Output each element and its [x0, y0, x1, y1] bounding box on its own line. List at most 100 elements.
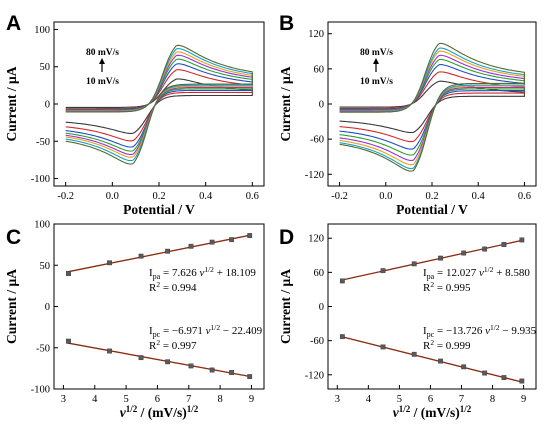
panel-C-point-Ipc: [66, 338, 71, 344]
panel-B-xlabel: Potential / V: [396, 202, 468, 217]
panel-B-xtick-label: -0.2: [331, 191, 348, 202]
panel-A-ytick-label: -50: [36, 137, 50, 148]
panel-D-xtick-label: 8: [490, 394, 495, 405]
panel-C-fit-line-Ipc: [66, 342, 252, 378]
panel-C-point-Ipa: [247, 233, 253, 238]
panel-D-point-Ipa: [438, 255, 443, 261]
panel-D-point-Ipc: [411, 351, 417, 357]
panel-A-cv-series-4: [65, 58, 253, 152]
panel-D-xtick-label: 7: [459, 394, 464, 405]
panel-C-xtick-label: 7: [186, 394, 191, 405]
panel-D-ylabel: Current / μA: [278, 269, 293, 344]
panel-d-letter: D: [279, 226, 294, 249]
panel-C-eq2-line1: Ipc = −6.971 v1/2 − 22.409: [149, 323, 263, 339]
panel-D-eq1-line1: Ipa = 12.027 v1/2 + 8.580: [423, 265, 530, 281]
panel-C-point-Ipc: [188, 363, 194, 369]
panel-A-cv-series-8: [65, 44, 253, 165]
panel-C-point-Ipc: [209, 367, 215, 373]
panel-D-point-Ipc: [519, 378, 525, 384]
panel-B-cv-series-8: [339, 42, 525, 172]
panel-C-point-Ipa: [107, 260, 112, 266]
panel-A-ytick-label: 50: [40, 62, 51, 73]
panel-B-frame: [327, 21, 537, 187]
panel-D-xlabel: v1/2 / (mV/s)1/2: [393, 404, 472, 420]
panel-D-eq1-line2: R2 = 0.995: [423, 280, 471, 294]
panel-C-xtick-label: 9: [249, 394, 254, 405]
panel-B-xtick-label: 0.6: [518, 191, 531, 202]
panel-B-xtick-label: 0.2: [425, 191, 438, 202]
panel-c-letter: C: [6, 226, 21, 249]
panel-d-linear-fit-chart: D 3 4 5 6 7 8 9 -120 -60 0 60 120 Current / μA v1/2 /…: [278, 223, 537, 420]
panel-C-point-Ipa: [66, 271, 71, 276]
panel-A-xtick-label: 0.4: [199, 191, 213, 202]
panel-D-ytick-label: 60: [314, 268, 325, 279]
panel-b-annotation-top: 80 mV/s: [360, 48, 393, 58]
panel-B-xtick-label: 0.4: [472, 191, 486, 202]
panel-a-letter: A: [6, 12, 21, 35]
panel-C-xlabel: v1/2 / (mV/s)1/2: [120, 404, 199, 420]
panel-C-ylabel: Current / μA: [4, 269, 19, 344]
panel-C-eq1-line1: Ipa = 7.626 v1/2 + 18.109: [149, 265, 256, 281]
panel-C-point-Ipa: [229, 237, 235, 243]
panel-a-annotation-bottom: 10 mV/s: [86, 77, 119, 87]
panel-A-ytick-label: 0: [45, 100, 50, 111]
panel-B-cv-series-5: [339, 54, 525, 161]
panel-C-point-Ipa: [138, 253, 144, 259]
panel-D-point-Ipa: [461, 250, 467, 256]
panel-a-cv-chart: A 80 mV/s 10 mV/s -0.2 0.0 0.2 0.4 0.6 -100 -5…: [4, 12, 265, 217]
panel-D-point-Ipa: [482, 246, 488, 252]
panel-C-point-Ipc: [165, 359, 171, 365]
panel-A-xtick-label: 0.0: [106, 191, 119, 202]
panel-b-letter: B: [279, 12, 294, 35]
panel-A-ytick-label: 100: [34, 25, 50, 36]
panel-A-ylabel: Current / μA: [4, 66, 19, 141]
panel-c-linear-fit-chart: C 3 4 5 6 7 8 9 -100 -50 0 50 100 Current / μA v1/2 /…: [4, 220, 265, 420]
panel-D-point-Ipc: [482, 370, 488, 376]
panel-D-fit-line-Ipa: [340, 239, 524, 282]
panel-b-annotation-bottom: 10 mV/s: [360, 77, 393, 87]
panel-C-point-Ipc: [138, 355, 144, 361]
panel-D-frame: [327, 223, 537, 390]
panel-D-xtick-label: 3: [335, 394, 340, 405]
panel-C-point-Ipc: [107, 348, 112, 354]
panel-D-point-Ipc: [339, 334, 345, 340]
panel-D-xtick-label: 6: [428, 394, 433, 405]
panel-D-xtick-label: 4: [366, 394, 372, 405]
panel-C-point-Ipa: [209, 239, 215, 245]
panel-C-xtick-label: 4: [92, 394, 98, 405]
panel-C-eq1-line2: R2 = 0.994: [149, 280, 197, 294]
panel-D-point-Ipa: [411, 261, 417, 267]
panel-C-eq2-line2: R2 = 0.997: [149, 338, 197, 352]
panel-A-frame: [53, 21, 265, 187]
panel-a-annotation-top: 80 mV/s: [86, 48, 119, 58]
panel-C-fit-line-Ipa: [66, 234, 252, 273]
panel-B-ytick-label: -60: [310, 135, 324, 146]
panel-D-eq2-line2: R2 = 0.999: [423, 338, 471, 352]
panel-D-point-Ipc: [461, 364, 467, 370]
panel-D-point-Ipa: [501, 242, 507, 247]
panel-D-ytick-label: 120: [308, 234, 324, 245]
panel-A-xtick-label: 0.6: [246, 191, 259, 202]
panel-B-ytick-label: 120: [308, 29, 324, 40]
panel-D-point-Ipa: [380, 268, 386, 274]
panel-C-ytick-label: -100: [31, 385, 50, 396]
panel-A-xlabel: Potential / V: [123, 202, 195, 217]
panel-B-ylabel: Current / μA: [278, 66, 293, 141]
panel-B-xtick-label: 0.0: [379, 191, 392, 202]
panel-D-point-Ipa: [519, 237, 525, 243]
panel-C-point-Ipc: [229, 370, 235, 375]
panel-C-ytick-label: 0: [45, 302, 50, 313]
panel-A-arrow-head: [99, 58, 105, 64]
panel-D-ytick-label: -60: [310, 336, 324, 347]
panel-B-cv-series-1: [339, 80, 525, 134]
panel-D-fit-line-Ipc: [340, 335, 524, 384]
panel-C-ytick-label: -50: [36, 343, 50, 354]
panel-A-ytick-label: -100: [31, 174, 50, 185]
panel-C-frame: [53, 223, 265, 390]
panel-D-ytick-label: 0: [319, 302, 324, 313]
panel-C-xtick-label: 5: [123, 394, 128, 405]
panel-D-point-Ipc: [380, 344, 386, 350]
panel-D-point-Ipa: [339, 278, 345, 284]
panel-A-xtick-label: -0.2: [57, 191, 74, 202]
